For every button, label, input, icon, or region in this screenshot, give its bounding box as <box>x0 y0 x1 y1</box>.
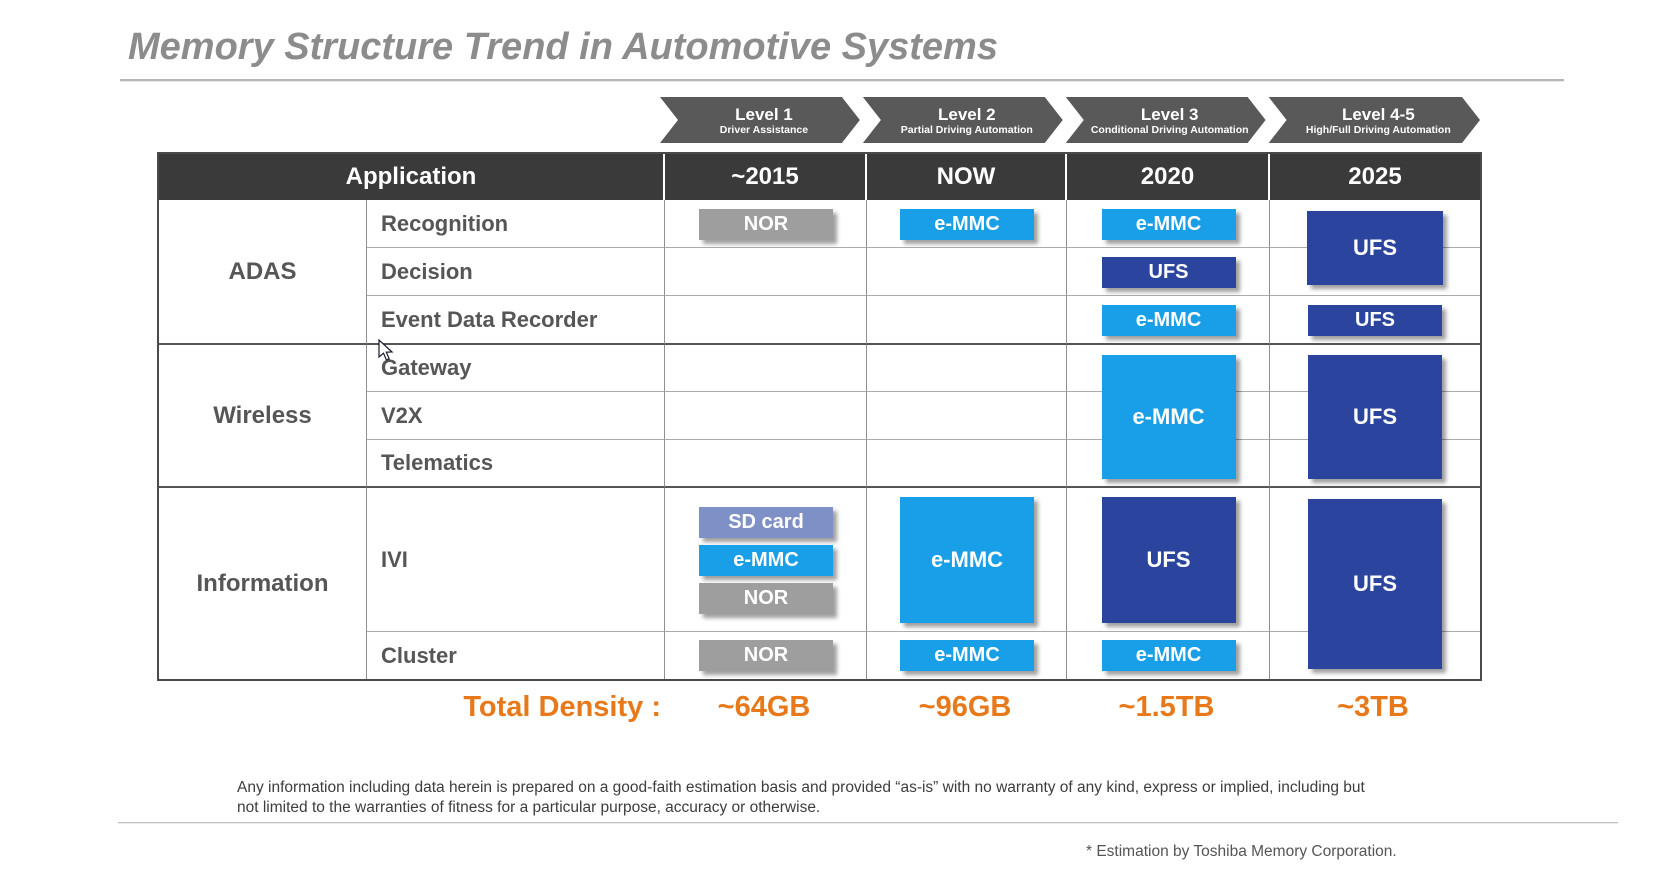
chip-ufs-ivi-2020: UFS <box>1101 497 1236 623</box>
chip-emmc-cluster-2020: e-MMC <box>1101 640 1236 671</box>
header-application: Application <box>159 154 665 200</box>
level-2-title: Level 2 <box>937 104 996 124</box>
empty-cell <box>867 200 1067 248</box>
chip-ufs-recognition-decision-2025: UFS <box>1307 211 1443 285</box>
empty-cell <box>1067 488 1270 632</box>
level-1-arrow: Level 1 Driver Assistance <box>660 97 860 143</box>
memory-structure-table: Application ~2015 NOW 2020 2025 ADAS Wir… <box>157 152 1482 681</box>
level-3-subtitle: Conditional Driving Automation <box>1090 123 1249 136</box>
chip-ufs-ivi-cluster-2025: UFS <box>1308 498 1442 669</box>
empty-cell <box>665 632 867 679</box>
chip-stack-ivi-2015: SD card e-MMC NOR <box>699 506 833 614</box>
row-label-gateway: Gateway <box>367 345 665 392</box>
empty-cell <box>1270 296 1480 345</box>
disclaimer-line-2: not limited to the warranties of fitness… <box>237 799 821 816</box>
row-label-cluster: Cluster <box>367 632 665 679</box>
header-now: NOW <box>867 154 1067 200</box>
chip-emmc-recognition-now: e-MMC <box>900 208 1034 240</box>
empty-cell <box>1067 200 1270 248</box>
header-2025: 2025 <box>1270 154 1480 200</box>
level-1-subtitle: Driver Assistance <box>719 123 809 136</box>
row-label-ivi: IVI <box>367 488 665 632</box>
empty-cell <box>665 488 867 632</box>
row-label-v2x: V2X <box>367 392 665 440</box>
chip-emmc-ivi-now: e-MMC <box>900 497 1034 623</box>
chip-emmc-ivi-2015: e-MMC <box>699 544 833 576</box>
empty-cell <box>665 296 867 345</box>
total-density-2025: ~3TB <box>1337 690 1409 723</box>
empty-cell <box>867 345 1067 392</box>
chip-emmc-edr-2020: e-MMC <box>1101 305 1236 336</box>
total-density-2020: ~1.5TB <box>1118 690 1215 723</box>
disclaimer-text: Any information including data herein is… <box>237 778 1437 818</box>
level-4-5-arrow: Level 4-5 High/Full Driving Automation <box>1269 97 1480 143</box>
empty-cell <box>867 296 1067 345</box>
chip-emmc-cluster-now: e-MMC <box>900 640 1034 671</box>
disclaimer-line-1: Any information including data herein is… <box>237 779 1365 796</box>
empty-cell <box>867 632 1067 679</box>
page-title: Memory Structure Trend in Automotive Sys… <box>128 26 998 68</box>
header-2015: ~2015 <box>665 154 867 200</box>
level-2-arrow: Level 2 Partial Driving Automation <box>863 97 1063 143</box>
empty-cell <box>867 392 1067 440</box>
group-adas: ADAS <box>159 200 367 345</box>
row-label-recognition: Recognition <box>367 200 665 248</box>
total-density-row: Total Density : ~64GB ~96GB ~1.5TB ~3TB <box>157 686 1478 728</box>
empty-cell <box>665 440 867 488</box>
bottom-divider <box>118 822 1618 824</box>
chip-ufs-wireless-2025: UFS <box>1308 354 1442 479</box>
total-density-label: Total Density : <box>463 690 661 723</box>
level-3-arrow: Level 3 Conditional Driving Automation <box>1066 97 1266 143</box>
header-2020: 2020 <box>1067 154 1270 200</box>
total-density-2015: ~64GB <box>717 690 811 723</box>
level-3-title: Level 3 <box>1140 104 1199 124</box>
group-wireless: Wireless <box>159 345 367 488</box>
chip-ufs-decision-2020: UFS <box>1101 256 1236 288</box>
empty-cell <box>867 488 1067 632</box>
chip-emmc-wireless-2020: e-MMC <box>1101 354 1236 479</box>
empty-cell <box>867 440 1067 488</box>
mouse-cursor-icon <box>378 338 400 368</box>
row-label-event-data-recorder: Event Data Recorder <box>367 296 665 345</box>
empty-cell <box>665 248 867 296</box>
row-label-telematics: Telematics <box>367 440 665 488</box>
level-1-title: Level 1 <box>735 104 793 124</box>
empty-cell <box>1270 248 1480 296</box>
empty-cell <box>665 392 867 440</box>
chip-nor-ivi-2015: NOR <box>699 582 833 614</box>
row-label-decision: Decision <box>367 248 665 296</box>
empty-cell <box>665 345 867 392</box>
level-2-subtitle: Partial Driving Automation <box>900 123 1033 136</box>
level-4-5-subtitle: High/Full Driving Automation <box>1305 123 1451 136</box>
empty-cell <box>1270 440 1480 488</box>
automation-levels-bar: Level 1 Driver Assistance Level 2 Partia… <box>660 97 1480 143</box>
total-density-now: ~96GB <box>918 690 1012 723</box>
empty-cell <box>1067 248 1270 296</box>
title-divider <box>120 79 1564 82</box>
chip-nor-recognition-2015: NOR <box>699 208 833 240</box>
empty-cell <box>1067 632 1270 679</box>
chip-emmc-recognition-2020: e-MMC <box>1101 208 1236 240</box>
empty-cell <box>867 248 1067 296</box>
chip-sd-card-ivi-2015: SD card <box>699 506 833 538</box>
empty-cell <box>1067 296 1270 345</box>
chip-nor-cluster-2015: NOR <box>699 640 833 671</box>
empty-cell <box>1067 440 1270 488</box>
chip-ufs-edr-2025: UFS <box>1308 305 1442 336</box>
level-4-5-title: Level 4-5 <box>1341 104 1415 124</box>
empty-cell <box>665 200 867 248</box>
estimation-footnote: * Estimation by Toshiba Memory Corporati… <box>1086 843 1397 860</box>
group-information: Information <box>159 488 367 679</box>
